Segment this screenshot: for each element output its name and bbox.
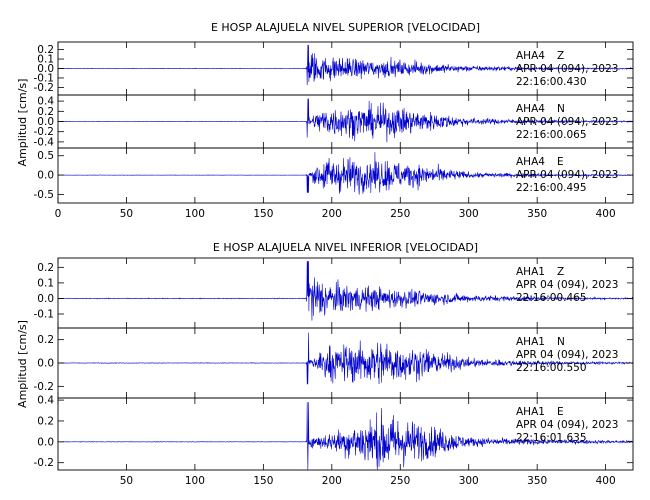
y-tick-label: 0.0 xyxy=(37,63,54,75)
date-label: APR 04 (094), 2023 xyxy=(516,279,618,291)
y-axis-label: Amplitud [cm/s] xyxy=(16,79,29,167)
y-axis-label: Amplitud [cm/s] xyxy=(16,320,29,408)
x-tick-label: 350 xyxy=(527,208,547,220)
x-tick-label: 150 xyxy=(253,475,273,487)
time-label: 22:16:00.550 xyxy=(516,362,587,374)
component-name: Z xyxy=(557,50,564,62)
y-tick-label: -0.2 xyxy=(34,457,55,469)
y-tick-label: -0.1 xyxy=(34,309,55,321)
component-name: N xyxy=(557,336,565,348)
x-tick-label: 250 xyxy=(390,208,410,220)
time-label: 22:16:01.635 xyxy=(516,432,587,444)
y-tick-label: 0.2 xyxy=(37,415,54,427)
station-name: AHA1 xyxy=(516,266,545,278)
waveform-trace xyxy=(57,261,634,321)
time-label: 22:16:00.065 xyxy=(516,129,587,141)
y-tick-label: 0.2 xyxy=(37,44,54,56)
y-tick-label: 0.4 xyxy=(37,395,54,407)
y-tick-label: 0.0 xyxy=(37,358,54,370)
y-tick-label: 0.1 xyxy=(37,277,54,289)
station-label: AHA1 E xyxy=(516,406,564,418)
x-tick-label: 100 xyxy=(185,475,205,487)
time-label: 22:16:00.465 xyxy=(516,292,587,304)
y-tick-label: 0.4 xyxy=(37,96,54,108)
x-tick-label: 200 xyxy=(322,475,342,487)
y-tick-label: 0.2 xyxy=(37,334,54,346)
component-name: E xyxy=(557,156,564,168)
date-label: APR 04 (094), 2023 xyxy=(516,169,618,181)
x-tick-label: 0 xyxy=(55,208,62,220)
waveform-trace xyxy=(57,402,634,470)
y-tick-label: -0.5 xyxy=(34,189,55,201)
waveform-trace xyxy=(57,44,634,86)
y-tick-label: 0.0 xyxy=(37,293,54,305)
time-label: 22:16:00.430 xyxy=(516,76,587,88)
station-name: AHA4 xyxy=(516,103,545,115)
station-name: AHA1 xyxy=(516,336,545,348)
component-name: E xyxy=(557,406,564,418)
x-tick-label: 300 xyxy=(459,208,479,220)
y-tick-label: 0.2 xyxy=(37,106,54,118)
panel-frame xyxy=(57,397,634,471)
y-tick-label: -0.2 xyxy=(34,381,55,393)
x-tick-label: 400 xyxy=(596,208,616,220)
station-label: AHA4 E xyxy=(516,156,564,168)
y-tick-label: 0.0 xyxy=(37,170,54,182)
x-tick-label: 100 xyxy=(185,208,205,220)
station-label: AHA4 N xyxy=(516,103,565,115)
y-tick-label: 0.0 xyxy=(37,116,54,128)
x-tick-label: 250 xyxy=(390,475,410,487)
waveform-trace xyxy=(57,152,634,195)
y-tick-label: -0.2 xyxy=(34,126,55,138)
y-tick-label: -0.1 xyxy=(34,72,55,84)
y-tick-label: -0.4 xyxy=(34,136,55,148)
component-name: Z xyxy=(557,266,564,278)
station-name: AHA4 xyxy=(516,156,545,168)
date-label: APR 04 (094), 2023 xyxy=(516,419,618,431)
chart-upper-level: E HOSP ALAJUELA NIVEL SUPERIOR [VELOCIDA… xyxy=(16,21,634,220)
station-name: AHA4 xyxy=(516,50,545,62)
y-tick-label: 0.1 xyxy=(37,54,54,66)
date-label: APR 04 (094), 2023 xyxy=(516,63,618,75)
station-name: AHA1 xyxy=(516,406,545,418)
chart-title: E HOSP ALAJUELA NIVEL INFERIOR [VELOCIDA… xyxy=(213,241,478,254)
waveform-trace xyxy=(57,332,634,385)
y-tick-label: 0.2 xyxy=(37,262,54,274)
station-label: AHA4 Z xyxy=(516,50,564,62)
x-tick-label: 350 xyxy=(527,475,547,487)
y-tick-label: 0.5 xyxy=(37,150,54,162)
x-tick-label: 400 xyxy=(596,475,616,487)
waveform-trace xyxy=(57,98,634,143)
y-tick-label: 0.0 xyxy=(37,436,54,448)
chart-lower-level: E HOSP ALAJUELA NIVEL INFERIOR [VELOCIDA… xyxy=(16,241,634,487)
x-tick-label: 50 xyxy=(120,208,133,220)
station-label: AHA1 N xyxy=(516,336,565,348)
y-tick-label: -0.2 xyxy=(34,82,55,94)
time-label: 22:16:00.495 xyxy=(516,182,587,194)
x-tick-label: 150 xyxy=(253,208,273,220)
x-tick-label: 50 xyxy=(120,475,133,487)
date-label: APR 04 (094), 2023 xyxy=(516,349,618,361)
chart-title: E HOSP ALAJUELA NIVEL SUPERIOR [VELOCIDA… xyxy=(211,21,480,34)
component-name: N xyxy=(557,103,565,115)
date-label: APR 04 (094), 2023 xyxy=(516,116,618,128)
x-tick-label: 300 xyxy=(459,475,479,487)
x-tick-label: 200 xyxy=(322,208,342,220)
station-label: AHA1 Z xyxy=(516,266,564,278)
